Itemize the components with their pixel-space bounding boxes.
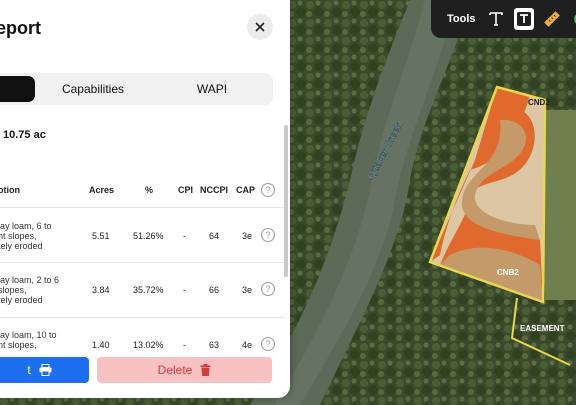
row-cpi: - <box>183 285 186 295</box>
row-acres: 1.40 <box>92 340 110 350</box>
report-tabs: Capabilities WAPI <box>0 73 273 105</box>
globe-tool-button[interactable] <box>571 8 576 30</box>
printer-icon <box>39 364 52 376</box>
row-help-icon[interactable]: ? <box>261 282 275 296</box>
delete-label: Delete <box>157 363 193 377</box>
row-nccpi: 66 <box>209 285 220 295</box>
soil-label-cnd2: CND2 <box>528 98 550 107</box>
row-help-icon[interactable]: ? <box>261 228 275 242</box>
soil-label-cnb2: CNB2 <box>497 268 519 277</box>
row-nccpi: 63 <box>209 340 220 350</box>
easement-label: EASEMENT <box>520 324 565 333</box>
export-button[interactable]: t <box>0 357 89 383</box>
row-help-icon[interactable]: ? <box>261 337 275 351</box>
col-header-cap: CAP <box>236 185 256 195</box>
row-cap: 3e <box>242 231 253 241</box>
ruler-icon <box>544 11 561 27</box>
row-cap: 3e <box>242 285 253 295</box>
row-cpi: - <box>183 231 186 241</box>
row-description: lay loam, 2 to 6 slopes, tely eroded <box>0 275 60 305</box>
measure-tool-button[interactable] <box>542 8 562 30</box>
col-header-percent: % <box>145 185 154 195</box>
row-divider <box>0 262 284 263</box>
col-header-nccpi: NCCPI <box>200 185 229 195</box>
trash-icon <box>200 364 211 376</box>
text-tool-button[interactable] <box>486 8 506 30</box>
text-box-icon <box>517 12 532 26</box>
row-acres: 3.84 <box>92 285 110 295</box>
export-label: t <box>27 363 31 377</box>
close-button[interactable] <box>247 14 273 40</box>
total-area: 10.75 ac <box>3 129 46 141</box>
text-icon <box>488 12 503 26</box>
row-percent: 13.02% <box>133 340 164 350</box>
row-divider <box>0 317 284 318</box>
toolbar-label: Tools <box>447 13 476 25</box>
delete-button[interactable]: Delete <box>97 357 272 383</box>
row-description: lay loam, 10 to nt slopes, <box>0 330 57 350</box>
tab-wapi[interactable]: WAPI <box>196 82 228 96</box>
row-percent: 35.72% <box>133 285 164 295</box>
text-box-tool-button[interactable] <box>513 8 535 30</box>
row-nccpi: 64 <box>209 231 220 241</box>
panel-scrollbar[interactable] <box>284 125 288 277</box>
row-cpi: - <box>183 340 186 350</box>
col-header-acres: Acres <box>89 185 115 195</box>
header-help-icon[interactable]: ? <box>261 183 275 197</box>
row-divider <box>0 207 284 208</box>
row-cap: 4e <box>242 340 253 350</box>
row-percent: 51.26% <box>133 231 164 241</box>
tab-capabilities[interactable]: Capabilities <box>61 82 125 96</box>
row-description: lay loam, 6 to nt slopes, tely eroded <box>0 221 52 251</box>
globe-icon <box>574 14 576 24</box>
map-toolbar: Tools <box>431 0 576 38</box>
panel-title: eport <box>0 18 41 38</box>
col-header-cpi: CPI <box>178 185 194 195</box>
col-header-description: otion <box>0 185 20 195</box>
report-panel: eport Capabilities WAPI 10.75 ac otion A… <box>0 0 290 398</box>
close-icon <box>255 22 265 32</box>
tab-selected[interactable] <box>0 76 35 102</box>
row-acres: 5.51 <box>92 231 110 241</box>
